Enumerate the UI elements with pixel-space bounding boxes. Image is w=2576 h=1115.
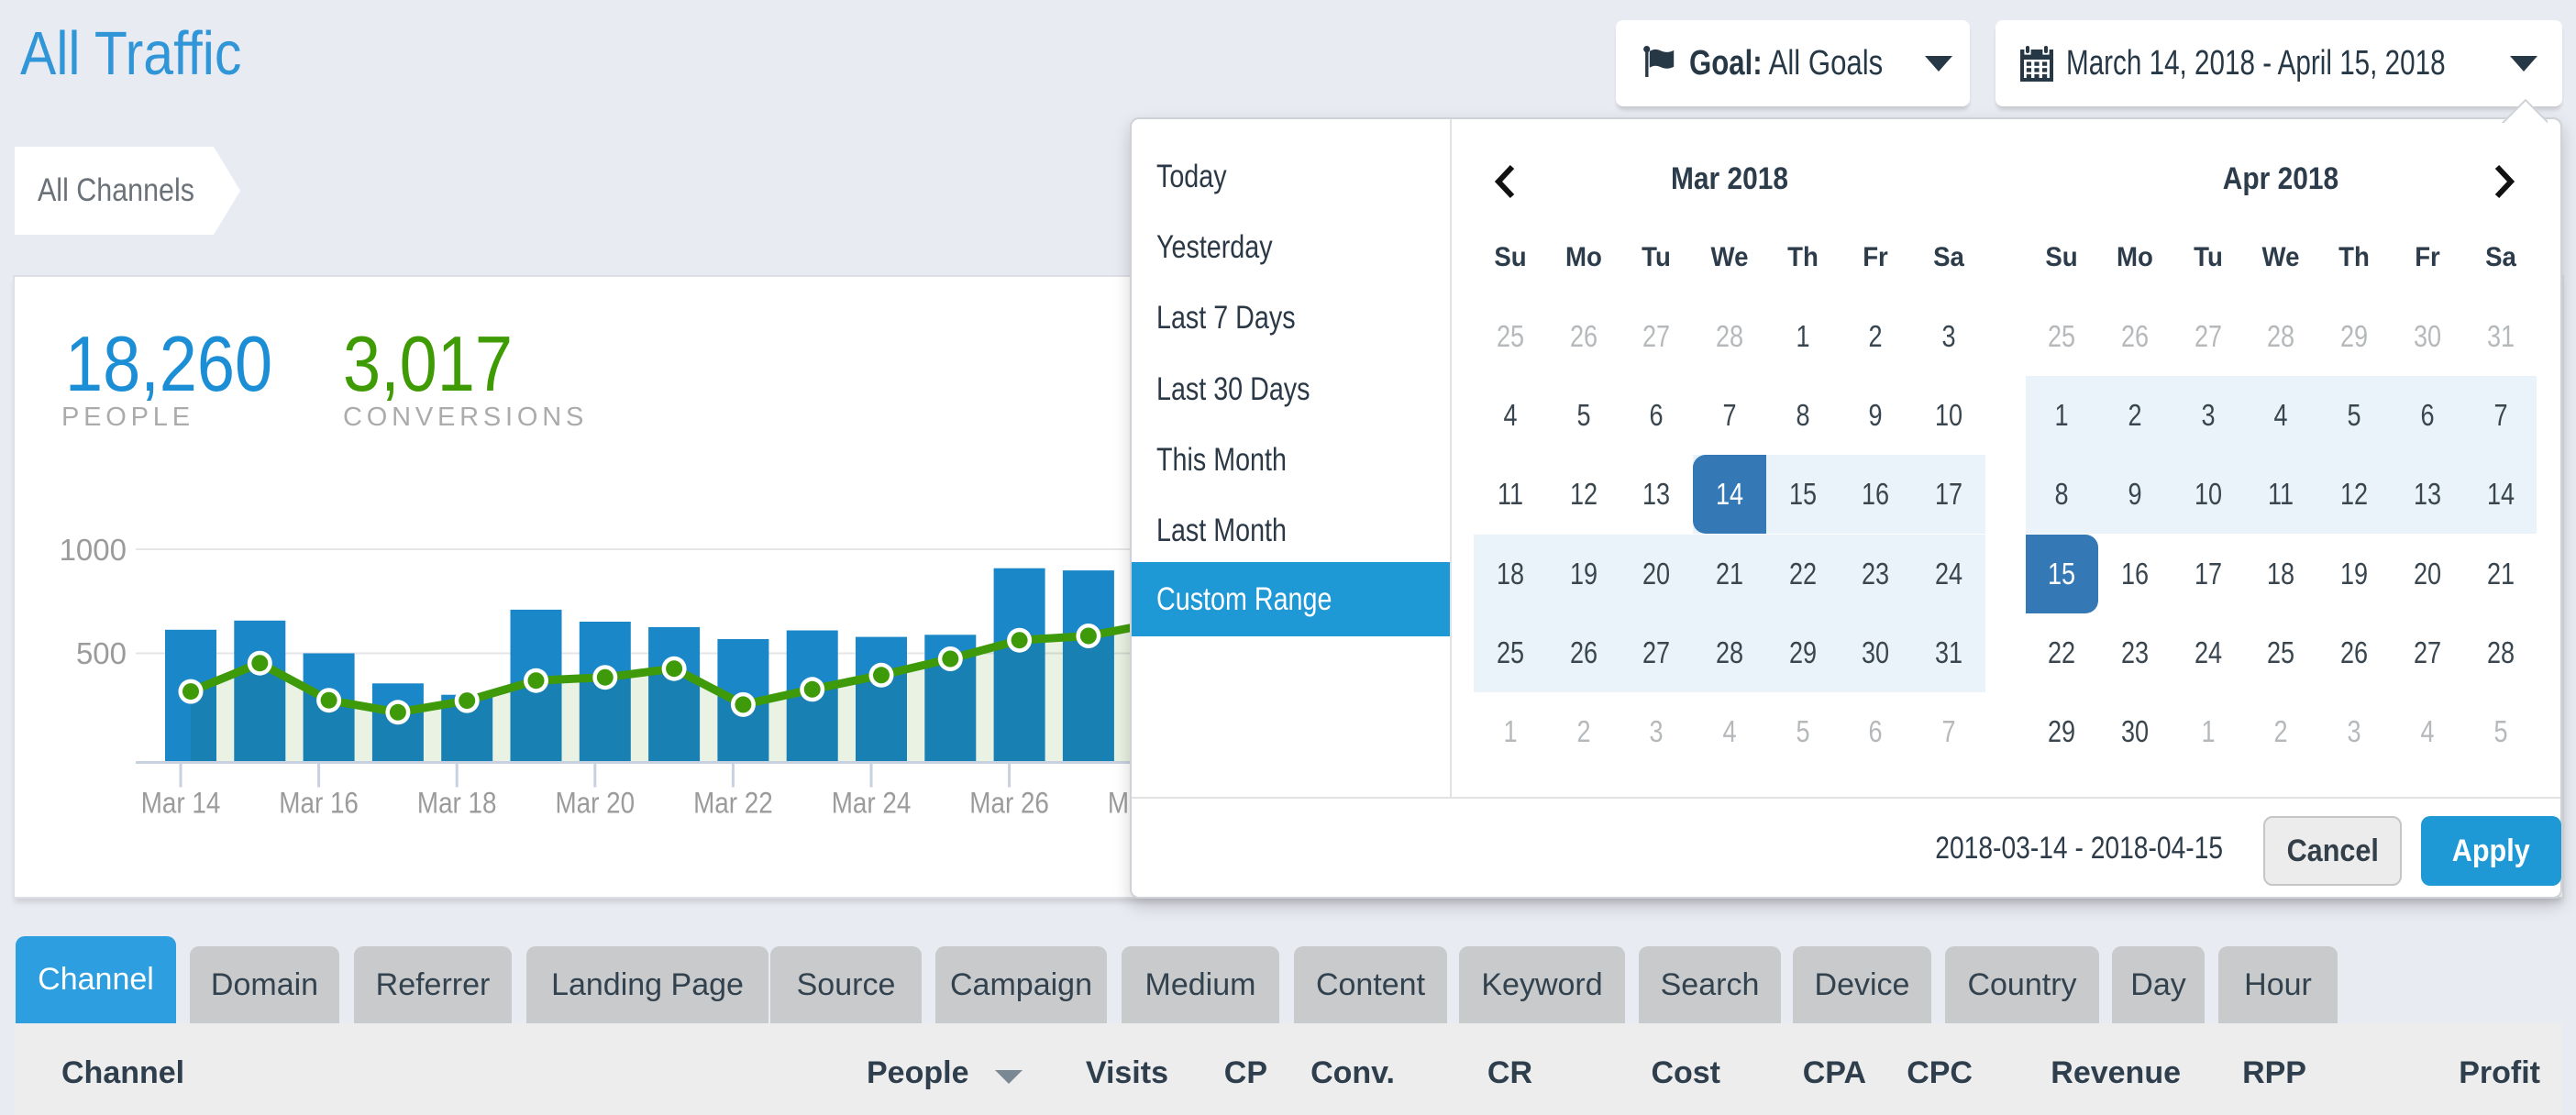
- svg-text:Mar 26: Mar 26: [969, 788, 1049, 820]
- svg-text:Mar 18: Mar 18: [417, 788, 497, 820]
- svg-text:Mar 24: Mar 24: [832, 788, 912, 820]
- svg-text:Mar 16: Mar 16: [279, 788, 359, 820]
- svg-text:500: 500: [76, 636, 127, 670]
- svg-text:1000: 1000: [60, 533, 127, 567]
- svg-text:Mar 20: Mar 20: [555, 788, 635, 820]
- svg-text:Mar 14: Mar 14: [141, 788, 221, 820]
- svg-text:Mar 22: Mar 22: [693, 788, 773, 820]
